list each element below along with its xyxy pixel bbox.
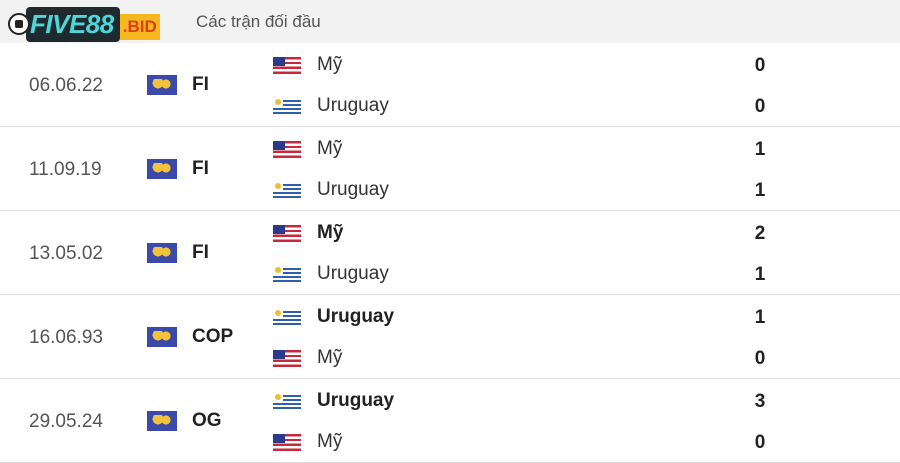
team-name: Mỹ	[317, 347, 343, 368]
score-away: 0	[754, 96, 766, 117]
team-away[interactable]: Uruguay	[273, 177, 389, 203]
section-header: FIVE88 .BID Các trận đối đầu	[0, 0, 900, 43]
team-home[interactable]: Mỹ	[273, 220, 343, 246]
competition: FI	[192, 242, 209, 263]
score-home: 3	[754, 391, 766, 412]
team-name: Uruguay	[317, 306, 395, 327]
match-row[interactable]: 06.06.22 FI Mỹ 0 Uruguay 0	[0, 43, 900, 127]
team-home[interactable]: Mỹ	[273, 136, 342, 162]
logo-main: FIVE88	[26, 6, 120, 42]
section-title: Các trận đối đầu	[196, 12, 321, 31]
team-home[interactable]: Mỹ	[273, 52, 342, 78]
match-row[interactable]: 13.05.02 FI Mỹ 2 Uruguay 1	[0, 211, 900, 295]
match-row[interactable]: 16.06.93 COP Uruguay 1 Mỹ 0	[0, 295, 900, 379]
match-date: 11.09.19	[29, 159, 102, 180]
score-home: 2	[754, 223, 766, 244]
team-away[interactable]: Uruguay	[273, 261, 389, 287]
score-home: 1	[754, 139, 766, 160]
team-name: Uruguay	[317, 390, 395, 411]
score-away: 1	[754, 180, 766, 201]
match-date: 13.05.02	[29, 243, 103, 264]
team-away[interactable]: Mỹ	[273, 345, 342, 371]
logo-suffix: .BID	[119, 14, 160, 40]
flag-us-icon	[273, 349, 301, 367]
team-home[interactable]: Uruguay	[273, 304, 394, 330]
match-date: 16.06.93	[29, 327, 103, 348]
flag-us-icon	[273, 140, 301, 158]
score-away: 1	[754, 264, 766, 285]
flag-uy-icon	[273, 265, 301, 283]
team-away[interactable]: Mỹ	[273, 429, 342, 455]
team-name: Uruguay	[317, 95, 389, 116]
match-date: 06.06.22	[29, 75, 103, 96]
team-name: Mỹ	[317, 138, 343, 159]
team-name: Uruguay	[317, 263, 389, 284]
team-name: Uruguay	[317, 179, 389, 200]
team-home[interactable]: Uruguay	[273, 388, 394, 414]
flag-us-icon	[273, 433, 301, 451]
team-name: Mỹ	[317, 54, 343, 75]
match-row[interactable]: 29.05.24 OG Uruguay 3 Mỹ 0	[0, 379, 900, 463]
match-row[interactable]: 11.09.19 FI Mỹ 1 Uruguay 1	[0, 127, 900, 211]
team-away[interactable]: Uruguay	[273, 93, 389, 119]
flag-us-icon	[273, 56, 301, 74]
competition: FI	[192, 74, 209, 95]
flag-uy-icon	[273, 308, 301, 326]
world-map-icon	[147, 159, 177, 179]
soccer-ball-icon	[8, 13, 30, 35]
score-home: 1	[754, 307, 766, 328]
world-map-icon	[147, 243, 177, 263]
world-map-icon	[147, 327, 177, 347]
match-date: 29.05.24	[29, 411, 103, 432]
team-name: Mỹ	[317, 431, 343, 452]
flag-uy-icon	[273, 97, 301, 115]
flag-us-icon	[273, 224, 301, 242]
score-away: 0	[754, 348, 766, 369]
flag-uy-icon	[273, 392, 301, 410]
world-map-icon	[147, 411, 177, 431]
match-list: 06.06.22 FI Mỹ 0 Uruguay 0 11.09.19 FI Mỹ…	[0, 43, 900, 463]
score-away: 0	[754, 432, 766, 453]
five88-logo: FIVE88 .BID	[8, 6, 160, 42]
competition: COP	[192, 326, 234, 347]
competition: OG	[192, 410, 222, 431]
score-home: 0	[754, 55, 766, 76]
world-map-icon	[147, 75, 177, 95]
competition: FI	[192, 158, 209, 179]
team-name: Mỹ	[317, 222, 344, 243]
flag-uy-icon	[273, 181, 301, 199]
